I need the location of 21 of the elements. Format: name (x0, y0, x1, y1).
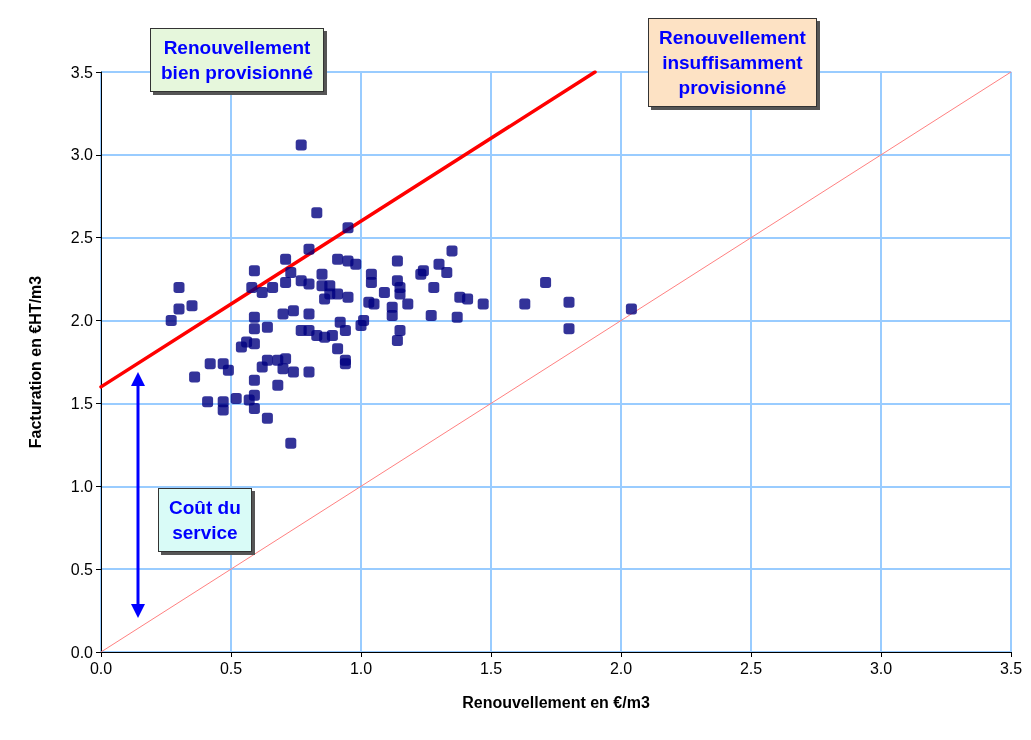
y-tick-label: 2.5 (70, 229, 94, 247)
x-tick-label: 2.0 (609, 659, 633, 677)
x-tick-label: 2.5 (739, 659, 763, 677)
x-axis-title: Renouvellement en €/m3 (462, 693, 650, 711)
x-tick-label: 0.0 (89, 659, 113, 677)
annotation: Renouvellement bien provisionné (150, 28, 325, 92)
y-tick-label: 3.0 (70, 146, 94, 164)
y-tick-label: 0.0 (70, 643, 94, 661)
annotation: Coût du service (158, 488, 252, 552)
y-tick-label: 0.5 (70, 560, 94, 578)
y-tick-label: 1.0 (70, 477, 94, 495)
x-tick-label: 0.5 (219, 659, 243, 677)
x-tick-label: 3.0 (869, 659, 893, 677)
x-tick-label: 1.5 (479, 659, 503, 677)
x-tick-label: 1.0 (349, 659, 373, 677)
y-tick-label: 3.5 (70, 63, 94, 81)
y-axis-title: Facturation en €HT/m3 (26, 275, 44, 449)
x-tick-label: 3.5 (999, 659, 1023, 677)
y-tick-label: 2.0 (70, 312, 94, 330)
annotation: Renouvellement insuffisamment provisionné (648, 18, 817, 107)
y-tick-label: 1.5 (70, 394, 94, 412)
